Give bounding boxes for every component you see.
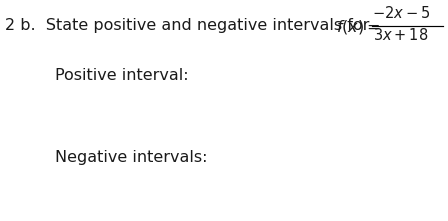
Text: $f(x){=}$: $f(x){=}$ bbox=[336, 18, 380, 36]
Text: $-2x-5$: $-2x-5$ bbox=[372, 5, 430, 21]
Text: 2 b.  State positive and negative intervals for: 2 b. State positive and negative interva… bbox=[5, 18, 375, 33]
Text: $3x+18$: $3x+18$ bbox=[373, 27, 428, 43]
Text: Positive interval:: Positive interval: bbox=[55, 68, 189, 83]
Text: Negative intervals:: Negative intervals: bbox=[55, 150, 207, 165]
